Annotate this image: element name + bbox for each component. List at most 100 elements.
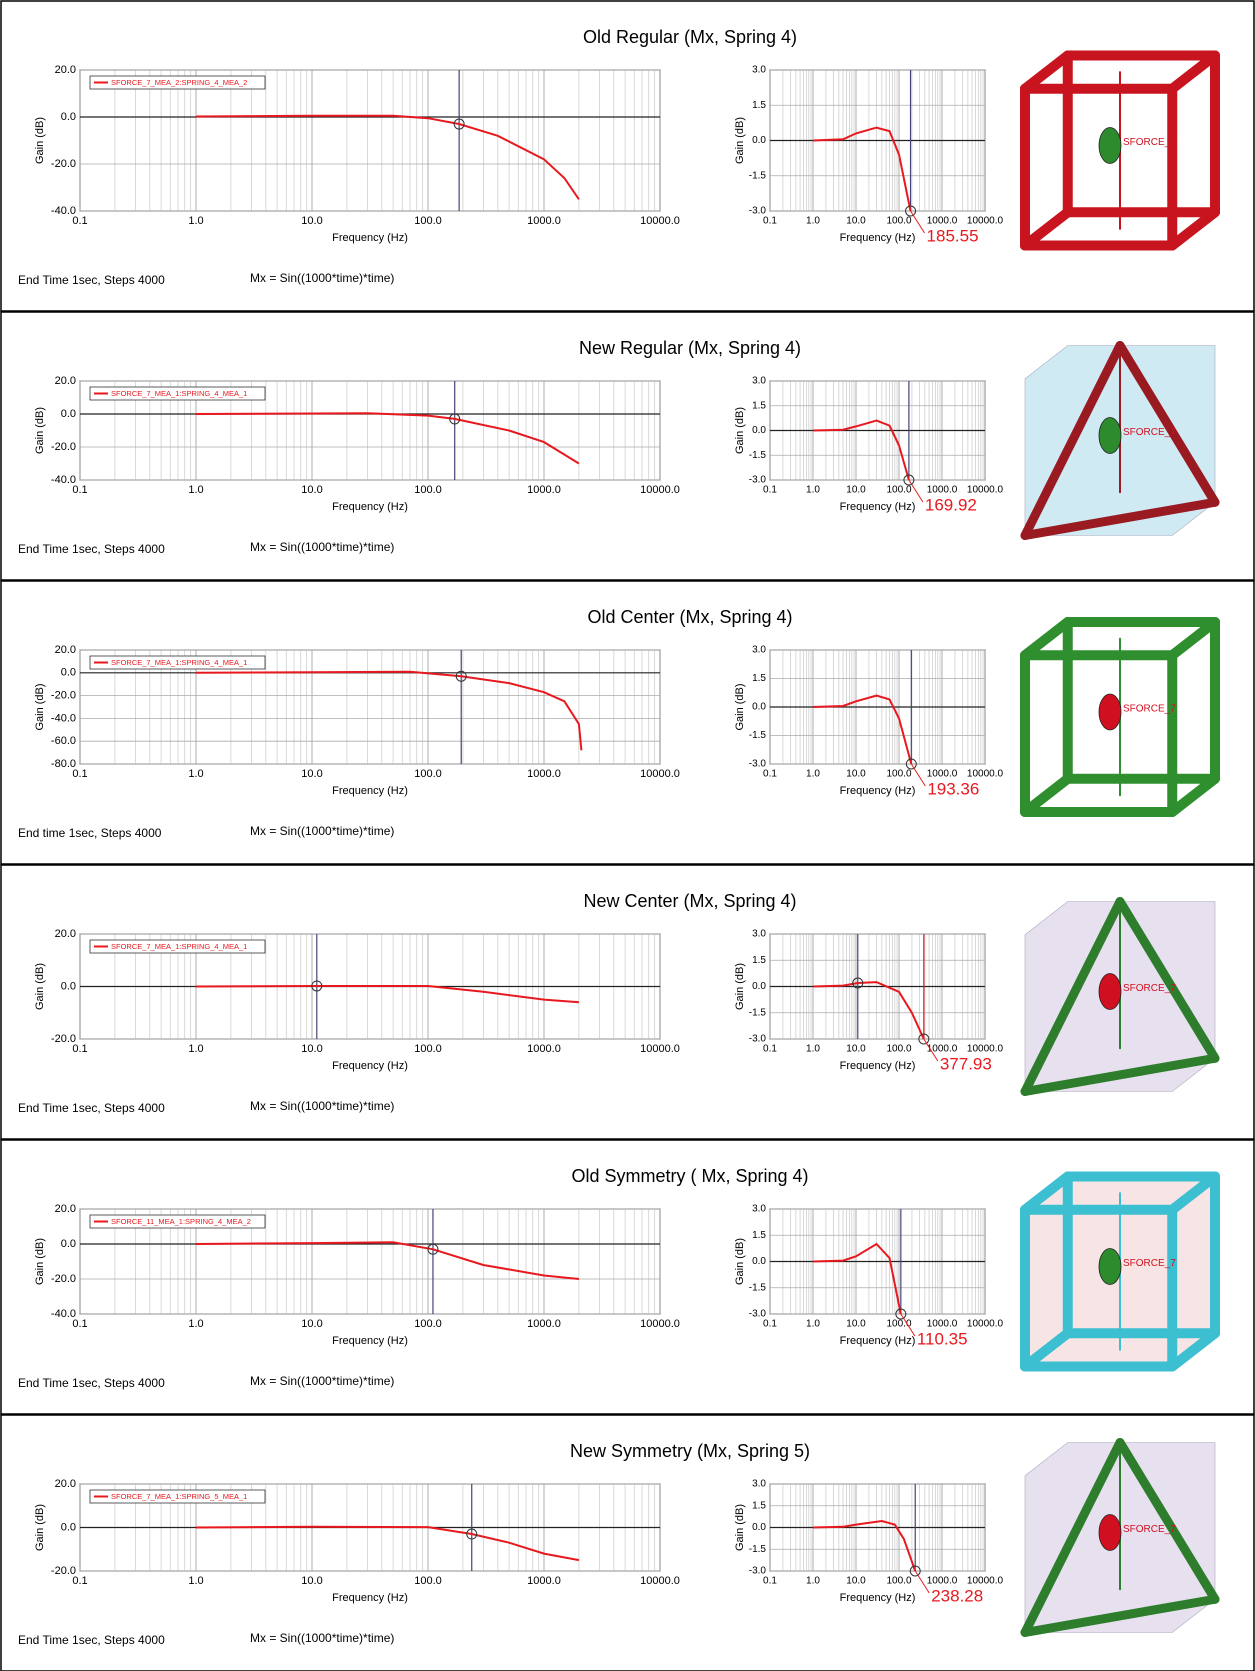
y-tick-label: 20.0 — [55, 64, 76, 76]
y-axis-label: Gain (dB) — [734, 683, 746, 730]
legend-label: SFORCE_7_MEA_1:SPRING_4_MEA_1 — [111, 942, 247, 951]
y-tick-label: 0.0 — [752, 1256, 766, 1267]
x-tick-label: 1.0 — [188, 215, 203, 227]
x-tick-label: 100.0 — [886, 216, 911, 227]
x-tick-label: 1.0 — [806, 485, 820, 496]
y-tick-label: -20.0 — [51, 1273, 76, 1285]
x-tick-label: 1.0 — [188, 1043, 203, 1055]
legend-label: SFORCE_7_MEA_1:SPRING_4_MEA_1 — [111, 658, 247, 667]
x-tick-label: 1000.0 — [927, 485, 958, 496]
x-tick-label: 10000.0 — [640, 1043, 680, 1055]
x-axis-label: Frequency (Hz) — [840, 232, 916, 244]
x-tick-label: 100.0 — [414, 215, 442, 227]
x-axis-label: Frequency (Hz) — [332, 1335, 408, 1347]
x-axis-label: Frequency (Hz) — [332, 1592, 408, 1604]
y-tick-label: -3.0 — [749, 1309, 767, 1320]
x-axis-label: Frequency (Hz) — [332, 501, 408, 513]
x-tick-label: 10.0 — [301, 1043, 322, 1055]
y-tick-label: 0.0 — [61, 667, 76, 679]
x-tick-label: 1000.0 — [927, 216, 958, 227]
x-tick-label: 1000.0 — [927, 1576, 958, 1587]
y-axis-label: Gain (dB) — [734, 1238, 746, 1285]
x-tick-label: 10.0 — [846, 1576, 866, 1587]
y-tick-label: 0.0 — [752, 1522, 766, 1533]
legend-label: SFORCE_7_MEA_1:SPRING_4_MEA_1 — [111, 389, 247, 398]
footer-text: End Time 1sec, Steps 4000 — [18, 273, 165, 287]
y-tick-label: 1.5 — [752, 1500, 766, 1511]
y-tick-label: 3.0 — [752, 1479, 766, 1490]
x-tick-label: 1.0 — [806, 1044, 820, 1055]
y-tick-label: 0.0 — [61, 980, 76, 992]
x-tick-label: 100.0 — [886, 769, 911, 780]
cutoff-label: 185.55 — [927, 226, 979, 245]
y-tick-label: 0.0 — [752, 135, 766, 146]
y-tick-label: -1.5 — [749, 730, 767, 741]
x-tick-label: 10000.0 — [967, 1044, 1004, 1055]
model-view: SFORCE_7 — [1025, 346, 1215, 536]
model-label: SFORCE_7 — [1123, 1258, 1176, 1269]
x-tick-label: 100.0 — [886, 485, 911, 496]
x-tick-label: 100.0 — [886, 1319, 911, 1330]
model-label: SFORCE_7 — [1123, 427, 1176, 438]
x-tick-label: 10.0 — [301, 768, 322, 780]
panel-title: New Regular (Mx, Spring 4) — [579, 338, 801, 358]
x-tick-label: 10.0 — [301, 1575, 322, 1587]
model-disk — [1099, 1249, 1121, 1285]
y-tick-label: -1.5 — [749, 170, 767, 181]
cutoff-label: 110.35 — [917, 1329, 968, 1348]
x-tick-label: 10.0 — [301, 215, 322, 227]
footer-text: End Time 1sec, Steps 4000 — [18, 1633, 165, 1647]
y-tick-label: 20.0 — [55, 1203, 76, 1215]
y-tick-label: -3.0 — [749, 475, 767, 486]
y-tick-label: -1.5 — [749, 1007, 767, 1018]
x-tick-label: 1000.0 — [927, 769, 958, 780]
x-tick-label: 10.0 — [846, 769, 866, 780]
legend-label: SFORCE_7_MEA_1:SPRING_5_MEA_1 — [111, 1492, 247, 1501]
x-axis-label: Frequency (Hz) — [332, 1060, 408, 1072]
y-tick-label: 20.0 — [55, 644, 76, 656]
y-tick-label: -40.0 — [51, 1308, 76, 1320]
cutoff-label: 377.93 — [940, 1054, 992, 1073]
model-label: SFORCE_7 — [1123, 1524, 1176, 1535]
y-axis-label: Gain (dB) — [734, 117, 746, 164]
x-tick-label: 1000.0 — [527, 215, 561, 227]
y-axis-label: Gain (dB) — [734, 407, 746, 454]
footer-text: End Time 1sec, Steps 4000 — [18, 1101, 165, 1115]
legend-label: SFORCE_11_MEA_1:SPRING_4_MEA_2 — [111, 1217, 251, 1226]
x-axis-label: Frequency (Hz) — [840, 1060, 916, 1072]
x-tick-label: 0.1 — [763, 216, 777, 227]
footer-text: End time 1sec, Steps 4000 — [18, 826, 162, 840]
x-tick-label: 1000.0 — [527, 1318, 561, 1330]
y-tick-label: -40.0 — [51, 205, 76, 217]
x-tick-label: 1.0 — [188, 1318, 203, 1330]
x-tick-label: 10000.0 — [640, 768, 680, 780]
panel-title: Old Regular (Mx, Spring 4) — [583, 27, 797, 47]
footer-formula: Mx = Sin((1000*time)*time) — [250, 540, 394, 554]
cutoff-label: 169.92 — [925, 495, 977, 514]
x-tick-label: 1000.0 — [927, 1044, 958, 1055]
y-tick-label: 20.0 — [55, 928, 76, 940]
model-disk — [1099, 1515, 1121, 1551]
model-label: SFORCE_7 — [1123, 983, 1176, 994]
y-tick-label: 1.5 — [752, 673, 766, 684]
y-axis-label: Gain (dB) — [34, 407, 46, 454]
model-label: SFORCE_7 — [1123, 704, 1176, 715]
y-tick-label: -1.5 — [749, 1282, 767, 1293]
y-tick-label: 3.0 — [752, 1204, 766, 1215]
x-tick-label: 10000.0 — [640, 1575, 680, 1587]
panel-title: New Symmetry (Mx, Spring 5) — [570, 1441, 810, 1461]
x-tick-label: 10.0 — [846, 1044, 866, 1055]
panel-title: Old Center (Mx, Spring 4) — [587, 607, 792, 627]
y-tick-label: 0.0 — [61, 1238, 76, 1250]
cutoff-label: 193.36 — [927, 779, 979, 798]
model-disk — [1099, 128, 1121, 164]
x-tick-label: 10000.0 — [967, 769, 1004, 780]
y-tick-label: -20.0 — [51, 441, 76, 453]
legend-label: SFORCE_7_MEA_2:SPRING_4_MEA_2 — [111, 78, 247, 87]
model-label: SFORCE_7 — [1123, 137, 1176, 148]
footer-formula: Mx = Sin((1000*time)*time) — [250, 271, 394, 285]
x-tick-label: 100.0 — [886, 1576, 911, 1587]
y-tick-label: 20.0 — [55, 375, 76, 387]
x-tick-label: 10000.0 — [640, 1318, 680, 1330]
y-tick-label: 1.5 — [752, 955, 766, 966]
